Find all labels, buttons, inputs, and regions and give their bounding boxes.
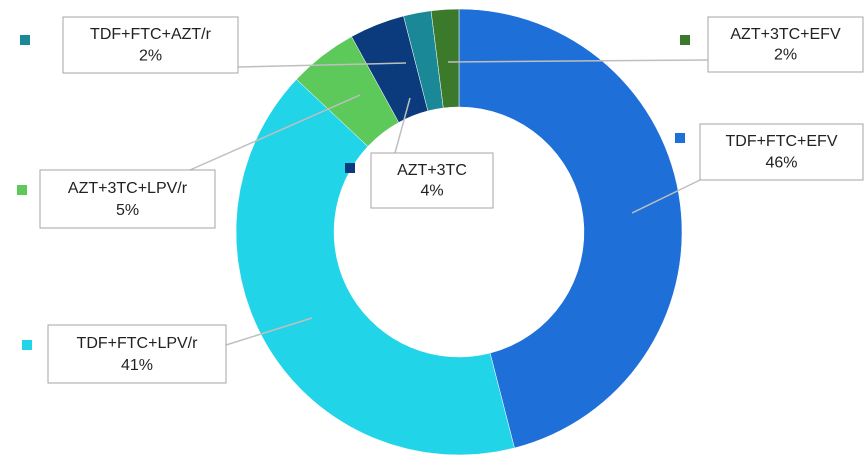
slice-label: TDF+FTC+LPV/r [77, 335, 199, 352]
label-box [39, 169, 216, 229]
legend-swatch [20, 35, 30, 45]
legend-swatch [17, 185, 27, 195]
leader-line [237, 62, 407, 68]
legend-swatch [345, 163, 355, 173]
leader-line [189, 94, 361, 171]
slice-value-label: 46% [765, 154, 797, 171]
leader-line [225, 317, 313, 346]
slice-label: TDF+FTC+EFV [725, 133, 837, 150]
slice-value-label: 2% [774, 47, 797, 64]
slice-value-label: 4% [420, 183, 443, 200]
slice-label: AZT+3TC+EFV [730, 26, 841, 43]
legend-swatch [680, 35, 690, 45]
legend-swatch [22, 340, 32, 350]
slice-label: TDF+FTC+AZT/r [90, 26, 212, 43]
slice-label: AZT+3TC [397, 162, 467, 179]
slice-value-label: 5% [116, 202, 139, 219]
donut-slice [430, 8, 460, 109]
leader-line [631, 179, 701, 214]
donut-slice [458, 8, 683, 449]
label-box [699, 123, 864, 181]
leader-line [394, 97, 411, 154]
legend-swatch [675, 133, 685, 143]
label-box [370, 152, 494, 209]
donut-slice [235, 78, 515, 455]
label-box [62, 16, 239, 74]
slice-value-label: 2% [139, 47, 162, 64]
slice-value-label: 41% [121, 357, 153, 374]
slice-label: AZT+3TC+LPV/r [68, 180, 188, 197]
leader-line [447, 59, 709, 63]
label-box [47, 324, 227, 384]
label-box [707, 16, 864, 73]
